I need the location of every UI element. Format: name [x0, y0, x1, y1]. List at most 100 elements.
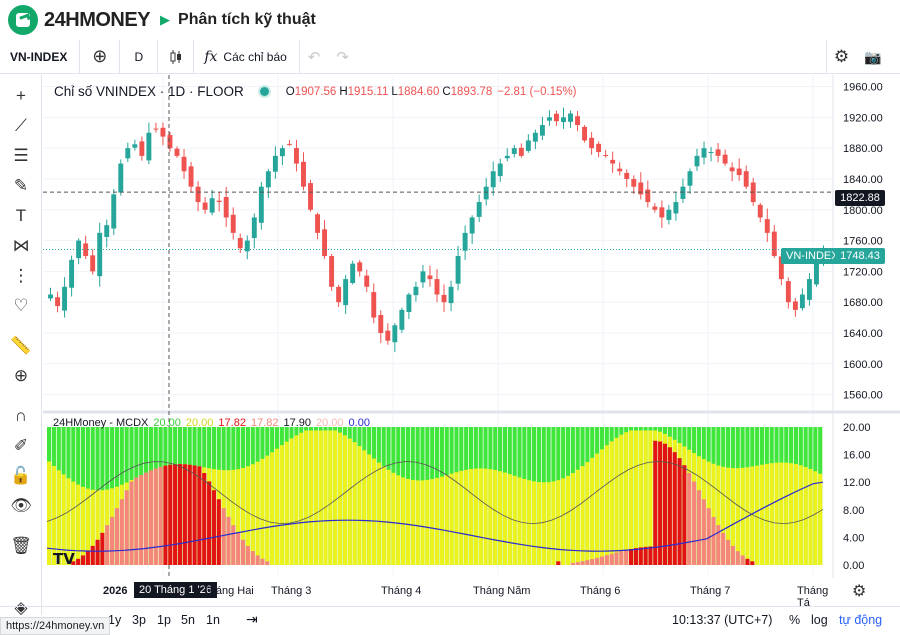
mcdx-yellow-bar — [85, 488, 90, 565]
magnet-icon[interactable]: ∩ — [14, 406, 28, 425]
forecast-icon[interactable]: ⋮ — [12, 266, 30, 285]
candle-body — [62, 286, 68, 311]
candle-body — [554, 113, 559, 122]
time-tick-label: 2026 — [103, 585, 128, 597]
mcdx-yellow-bar — [386, 469, 391, 565]
zoom-in-icon[interactable]: ⊕ — [13, 366, 29, 385]
candle-body — [279, 148, 285, 157]
price-tick-label: 1880.00 — [843, 143, 883, 155]
brush-icon[interactable]: ✎ — [13, 176, 29, 195]
chart-type-button[interactable] — [158, 39, 195, 74]
mcdx-yellow-bar — [333, 430, 338, 565]
log-toggle[interactable]: log — [811, 613, 828, 627]
auto-scale-toggle[interactable]: tự động — [839, 613, 883, 627]
time-tick-label: Tháng Hai — [203, 585, 254, 597]
mcdx-red-bar — [619, 551, 624, 565]
indicator-tick-label: 0.00 — [843, 560, 864, 572]
favorite-icon[interactable]: ♡ — [13, 296, 29, 315]
axis-settings-icon[interactable]: ⚙ — [852, 583, 867, 600]
indicators-button[interactable]: fx Các chỉ báo — [194, 39, 300, 74]
page-title: Phân tích kỹ thuật — [178, 11, 316, 28]
mcdx-yellow-bar — [789, 463, 794, 565]
mcdx-yellow-bar — [435, 477, 440, 565]
compare-add-icon[interactable]: ⊕ — [80, 39, 121, 74]
time-axis[interactable]: 20 Tháng 1 '26 2026 Tháng Hai Tháng 3 Tháng… — [43, 578, 833, 609]
mcdx-yellow-bar — [401, 477, 406, 565]
candle-body — [322, 229, 328, 256]
text-icon[interactable]: T — [15, 206, 27, 225]
mcdx-red-bar — [245, 545, 250, 565]
candle-body — [111, 194, 117, 229]
lock-icon[interactable]: 🔓 — [10, 466, 32, 485]
mcdx-red-bar — [216, 499, 221, 565]
eye-icon[interactable]: 👁 — [10, 496, 32, 515]
mcdx-yellow-bar — [779, 462, 784, 565]
candle-body — [125, 148, 131, 159]
undo-button[interactable]: ↶ — [307, 48, 321, 66]
symbol-search-button[interactable]: VN-INDEX — [0, 39, 81, 74]
open-value: 1907.56 — [294, 85, 337, 98]
candle-body — [237, 238, 243, 249]
candle-body — [518, 147, 524, 156]
lock-drawing-icon[interactable]: ✐ — [13, 436, 29, 455]
mcdx-red-bar — [653, 440, 658, 565]
price-tick-label: 1640.00 — [843, 328, 883, 340]
time-tick-label: Tháng 6 — [580, 585, 621, 597]
range-1y[interactable]: 1y — [108, 613, 122, 627]
candle-body — [378, 315, 384, 333]
mcdx-red-bar — [100, 532, 105, 565]
trend-line-icon[interactable]: ⟋ — [15, 116, 27, 135]
chart-canvas[interactable]: 1960.00 1920.00 1880.00 1840.00 1800.00 1760.… — [43, 75, 900, 607]
brand-name[interactable]: 24HMONEY — [44, 8, 151, 31]
mcdx-red-bar — [211, 490, 217, 565]
trash-icon[interactable]: 🗑 — [10, 536, 32, 555]
ruler-icon[interactable]: 📏 — [10, 336, 32, 355]
chart-toolbar: VN-INDEX ⊕ D fx Các chỉ báo ↶ ↷ ⚙ 📷 — [0, 39, 900, 74]
mcdx-yellow-bar — [391, 472, 396, 565]
mcdx-yellow-bar — [570, 473, 575, 565]
candle-body — [181, 156, 187, 172]
candle-body — [399, 309, 405, 330]
mcdx-red-bar — [648, 546, 653, 565]
range-5d[interactable]: 5n — [181, 613, 195, 627]
mcdx-red-bar — [643, 546, 648, 565]
candle-body — [195, 186, 201, 203]
clock[interactable]: 10:13:37 (UTC+7) — [672, 613, 773, 627]
mcdx-red-bar — [556, 561, 561, 565]
mcdx-red-bar — [255, 555, 260, 565]
mcdx-yellow-bar — [459, 470, 464, 565]
mcdx-yellow-bar — [648, 430, 653, 565]
tradingview-logo-icon[interactable]: 𝗧𝗩 — [53, 551, 75, 568]
redo-button[interactable]: ↷ — [336, 48, 349, 66]
mcdx-red-bar — [726, 539, 731, 565]
camera-icon[interactable]: 📷 — [864, 48, 882, 65]
fib-lines-icon[interactable]: ☰ — [13, 146, 29, 165]
chart-area[interactable]: 1960.00 1920.00 1880.00 1840.00 1800.00 1760.… — [43, 75, 900, 607]
mcdx-red-bar — [614, 552, 619, 565]
percent-toggle[interactable]: % — [789, 613, 801, 627]
mcdx-red-bar — [701, 499, 706, 565]
mcdx-yellow-bar — [595, 453, 600, 565]
range-1d[interactable]: 1n — [206, 613, 220, 627]
mcdx-yellow-bar — [274, 448, 280, 565]
price-tick-label: 1720.00 — [843, 266, 883, 278]
layers-icon[interactable]: ◈ — [14, 598, 28, 617]
settings-icon[interactable]: ⚙ — [826, 40, 856, 74]
mcdx-yellow-bar — [47, 461, 52, 565]
indicator-value-5: 17.90 — [283, 417, 312, 429]
candle-body — [469, 217, 475, 234]
candle-body — [673, 202, 679, 214]
candle-body — [118, 163, 124, 193]
mcdx-signal-line — [46, 461, 824, 525]
candle-body — [441, 294, 447, 303]
range-3m[interactable]: 3p — [132, 613, 146, 627]
interval-button[interactable]: D — [120, 39, 159, 74]
goto-date-icon[interactable]: ⇥ — [246, 611, 258, 627]
indicator-name: 24HMoney - MCDX — [53, 417, 149, 429]
crosshair-icon[interactable]: + — [16, 86, 26, 105]
pattern-icon[interactable]: ⋈ — [12, 236, 30, 255]
brand-logo-icon[interactable] — [8, 5, 38, 35]
candle-body — [406, 294, 412, 312]
range-1m[interactable]: 1p — [157, 613, 171, 627]
mcdx-yellow-bar — [420, 480, 425, 565]
